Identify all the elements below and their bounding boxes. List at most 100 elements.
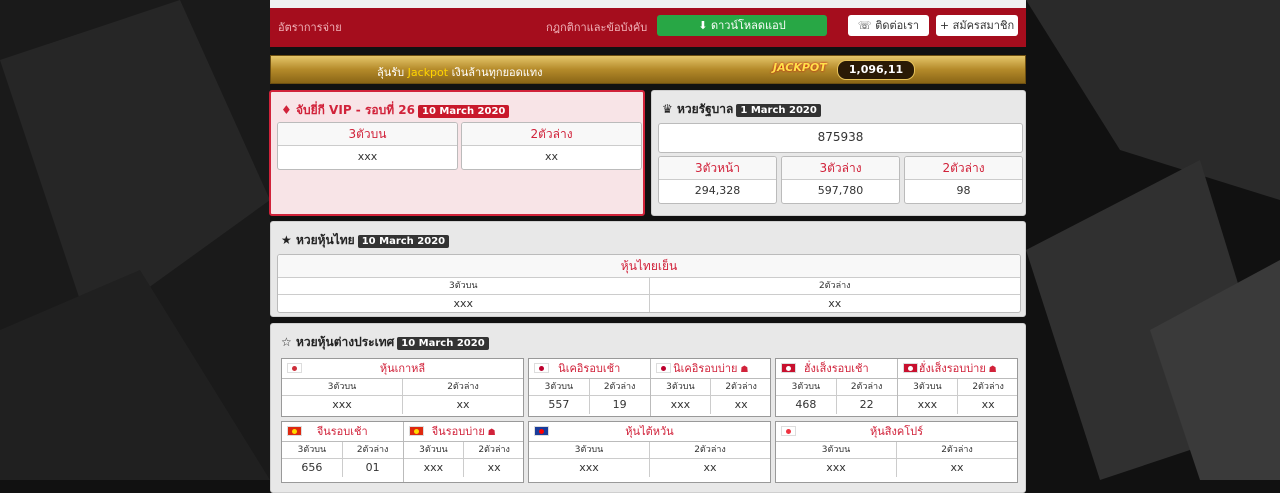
market-name: ฮั่งเส็งรอบบ่าย — [918, 362, 986, 375]
column-label: 3ตัวบน — [282, 442, 342, 459]
column-label: 3ตัวบน — [282, 379, 402, 396]
flag-emblem — [907, 366, 913, 371]
column-value: xx — [649, 459, 770, 477]
top-bar: อัตราการจ่าย กฎกติกาและข้อบังคับ ⬇ ดาวน์… — [270, 0, 1026, 47]
result-value: 98 — [956, 184, 971, 197]
column-label: 2ตัวล่าง — [896, 442, 1017, 459]
market: นิเคอิรอบเช้า 3ตัวบน 2ตัวล่าง 557 19 — [529, 359, 650, 416]
labels-row: 3ตัวบน 2ตัวล่าง — [282, 442, 403, 459]
market-header: หุ้นเกาหลี — [282, 359, 523, 379]
market-name: จีนรอบบ่าย — [431, 425, 485, 438]
market: จีนรอบเช้า 3ตัวบน 2ตัวล่าง 656 01 — [282, 422, 403, 482]
thai-values: xxx xx — [278, 295, 1020, 312]
banner-before: ลุ้นรับ — [377, 66, 405, 79]
flag-emblem — [786, 429, 791, 434]
result-label: 3ตัวหน้า — [659, 157, 776, 180]
labels-row: 3ตัวบน 2ตัวล่าง — [776, 379, 897, 396]
result-value: 294,328 — [694, 184, 741, 197]
labels-row: 3ตัวบน 2ตัวล่าง — [897, 379, 1017, 396]
market: นิเคอิรอบบ่าย ☗ 3ตัวบน 2ตัวล่าง xxx xx — [649, 359, 770, 416]
flag-icon — [781, 363, 796, 373]
market-card: นิเคอิรอบเช้า 3ตัวบน 2ตัวล่าง 557 19 นิเคอิรอ… — [528, 358, 771, 417]
foreign-title: ☆ หวยหุ้นต่างประเทศ 10 March 2020 — [281, 333, 489, 352]
column-value: 19 — [588, 396, 650, 414]
values-row: 468 22 — [776, 396, 897, 414]
labels-row: 3ตัวบน 2ตัวล่าง — [776, 442, 1017, 459]
labels-row: 3ตัวบน 2ตัวล่าง — [529, 379, 650, 396]
flag-emblem — [539, 429, 544, 434]
register-button[interactable]: + สมัครสมาชิก — [936, 15, 1018, 36]
result-label: 2ตัวล่าง — [462, 123, 641, 146]
market-card: หุ้นเกาหลี 3ตัวบน 2ตัวล่าง xxx xx — [281, 358, 524, 417]
banner-highlight: Jackpot — [407, 66, 449, 79]
market-name: ฮั่งเส็งรอบเช้า — [803, 362, 869, 375]
foreign-title-text: หวยหุ้นต่างประเทศ — [295, 335, 395, 349]
flag-emblem — [786, 366, 791, 371]
market-name: หุ้นเกาหลี — [379, 362, 426, 375]
register-label: สมัครสมาชิก — [952, 19, 1015, 32]
column-value: xx — [710, 396, 770, 414]
result-box: 3ตัวหน้า 294,328 — [658, 156, 777, 204]
column-label: 2ตัวล่าง — [835, 379, 897, 396]
column-value: xxx — [423, 461, 444, 474]
flag-icon — [287, 426, 302, 436]
market: ฮั่งเส็งรอบเช้า 3ตัวบน 2ตัวล่าง 468 22 — [776, 359, 897, 416]
column-value: xxx — [917, 398, 938, 411]
column-value: xx — [957, 396, 1017, 414]
column-label: 2ตัวล่าง — [402, 379, 523, 396]
labels-row: 3ตัวบน 2ตัวล่าง — [650, 379, 770, 396]
vip-title: ♦ จับยี่กี VIP - รอบที่ 26 10 March 2020 — [281, 101, 510, 120]
flag-icon — [655, 363, 671, 373]
rules-link[interactable]: กฎกติกาและข้อบังคับ — [546, 21, 648, 34]
afternoon-icon: ☗ — [737, 365, 749, 375]
labels-row: 3ตัวบน 2ตัวล่าง — [282, 379, 523, 396]
result-value: xx — [544, 150, 559, 163]
market-header: นิเคอิรอบเช้า — [529, 359, 650, 379]
thai-labels: 3ตัวบน 2ตัวล่าง — [278, 278, 1020, 295]
column-value: 656 — [301, 461, 323, 474]
jackpot-counter: 1,096,11 — [837, 60, 915, 80]
market: หุ้นสิงคโปร์ 3ตัวบน 2ตัวล่าง xxx xx — [776, 422, 1017, 482]
contact-button[interactable]: ☏ ติดต่อเรา — [848, 15, 929, 36]
download-button[interactable]: ⬇ ดาวน์โหลดแอป — [657, 15, 827, 36]
market-header: จีนรอบเช้า — [282, 422, 403, 442]
result-box: 2ตัวล่าง xx — [461, 122, 642, 170]
afternoon-icon: ☗ — [985, 365, 997, 375]
values-row: xxx xx — [529, 459, 770, 477]
vip-panel: ♦ จับยี่กี VIP - รอบที่ 26 10 March 2020 … — [269, 90, 645, 216]
labels-row: 3ตัวบน 2ตัวล่าง — [403, 442, 523, 459]
afternoon-icon: ☗ — [484, 428, 496, 438]
payout-link[interactable]: อัตราการจ่าย — [278, 21, 342, 34]
flag-icon — [902, 363, 918, 373]
column-value: xxx — [453, 297, 474, 310]
column-label: 2ตัวล่าง — [588, 379, 650, 396]
column-value: xxx — [670, 398, 691, 411]
column-value: xx — [463, 459, 523, 477]
government-title: ♛ หวยรัฐบาล 1 March 2020 — [662, 100, 821, 119]
market-card: จีนรอบเช้า 3ตัวบน 2ตัวล่าง 656 01 จีนรอบบ่าย … — [281, 421, 524, 483]
column-label: 3ตัวบน — [278, 278, 649, 295]
market-name: จีนรอบเช้า — [316, 425, 368, 438]
column-value: xx — [896, 459, 1017, 477]
values-row: xxx xx — [898, 396, 1018, 414]
market-header: ฮั่งเส็งรอบเช้า — [776, 359, 897, 379]
vip-date: 10 March 2020 — [418, 105, 510, 118]
result-label: 2ตัวล่าง — [905, 157, 1022, 180]
download-label: ดาวน์โหลดแอป — [710, 19, 786, 32]
foreign-date: 10 March 2020 — [397, 337, 489, 350]
result-box: 2ตัวล่าง 98 — [904, 156, 1023, 204]
flag-emblem — [292, 429, 297, 434]
column-label: 3ตัวบน — [650, 379, 711, 396]
column-value: xxx — [579, 461, 599, 474]
column-label: 3ตัวบน — [897, 379, 958, 396]
values-row: xxx xx — [282, 396, 523, 414]
column-value: 22 — [835, 396, 897, 414]
market: จีนรอบบ่าย ☗ 3ตัวบน 2ตัวล่าง xxx xx — [402, 422, 523, 482]
flag-icon — [781, 426, 796, 436]
government-panel: ♛ หวยรัฐบาล 1 March 2020 875938 3ตัวหน้า 2… — [651, 90, 1026, 216]
values-row: xxx xx — [776, 459, 1017, 477]
market-card: ฮั่งเส็งรอบเช้า 3ตัวบน 2ตัวล่าง 468 22 ฮั่งเส… — [775, 358, 1018, 417]
market-name: หุ้นไต้หวัน — [625, 425, 674, 438]
flag-emblem — [413, 429, 419, 434]
